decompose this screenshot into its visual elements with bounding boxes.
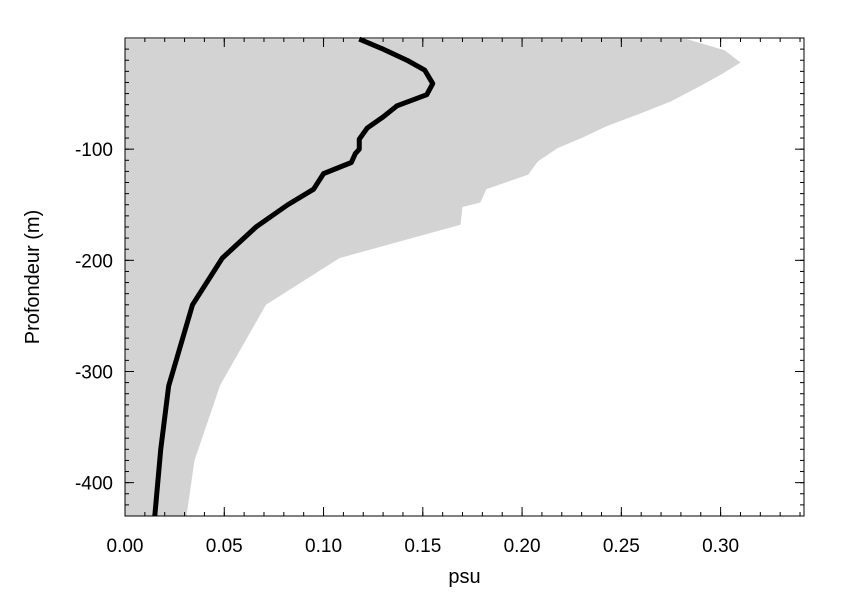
- y-tick-label: -100: [75, 140, 113, 161]
- y-tick-label: -300: [75, 362, 113, 383]
- x-tick-label: 0.00: [107, 536, 144, 557]
- x-tick-label: 0.25: [603, 536, 640, 557]
- plot-frame: [124, 37, 805, 517]
- x-axis-title: psu: [448, 566, 480, 588]
- series-layer: [125, 36, 741, 517]
- y-axis-title: Profondeur (m): [22, 210, 44, 345]
- x-tick-label: 0.30: [702, 536, 739, 557]
- x-tick-label: 0.15: [404, 536, 441, 557]
- y-tick-label: -400: [75, 474, 113, 495]
- x-tick-label: 0.05: [206, 536, 243, 557]
- label-layer: 0.00 0.05 0.10 0.15 0.20 0.25 0.30 -100 -200 -300…: [75, 140, 739, 557]
- x-tick-label: 0.20: [504, 536, 541, 557]
- spread-band: [125, 39, 741, 516]
- mean-profile-line: [152, 36, 436, 517]
- tick-layer: [124, 37, 804, 517]
- y-tick-label: -200: [75, 251, 113, 272]
- x-tick-label: 0.10: [305, 536, 342, 557]
